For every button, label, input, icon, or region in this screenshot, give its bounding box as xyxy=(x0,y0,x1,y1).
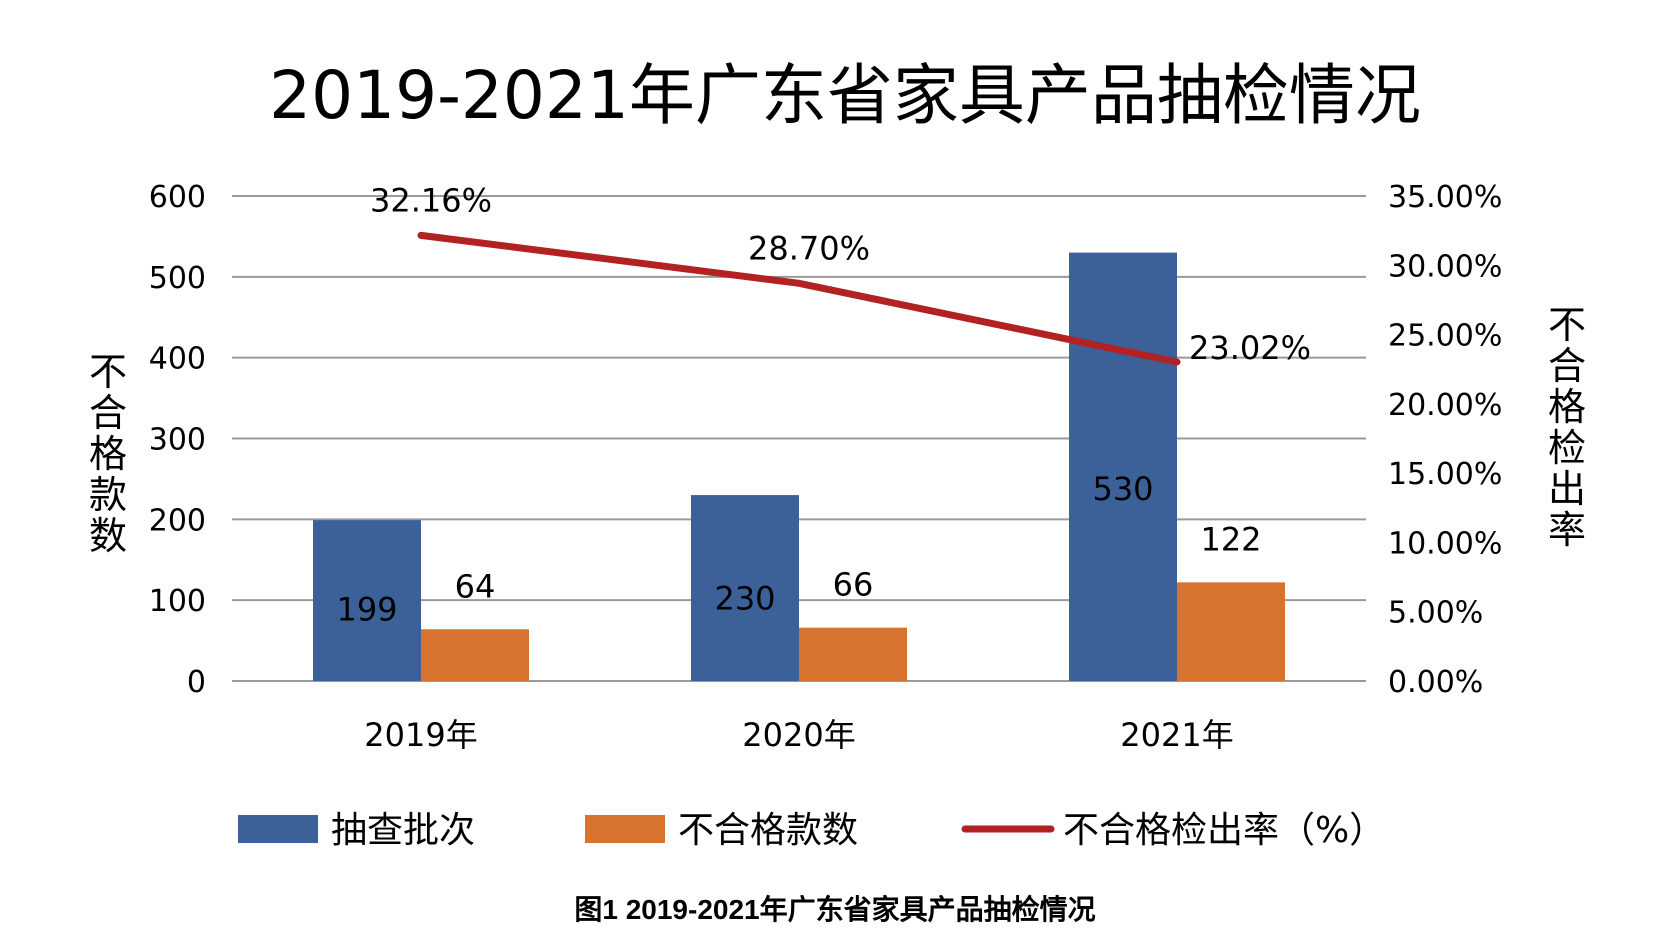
rate-data-label: 28.70% xyxy=(748,229,870,267)
legend-label: 不合格检出率（%） xyxy=(1063,810,1385,851)
rate-point xyxy=(797,281,801,286)
right-tick-label: 0.00% xyxy=(1388,665,1483,700)
rate-data-label: 32.16% xyxy=(370,181,492,219)
bar-data-label: 66 xyxy=(833,566,874,604)
bar-data-label: 230 xyxy=(714,579,775,617)
category-label: 2019年 xyxy=(364,716,477,754)
left-tick-label: 500 xyxy=(149,261,206,296)
rate-point xyxy=(1175,360,1179,365)
legend-label: 不合格款数 xyxy=(678,810,858,851)
legend: 抽查批次 不合格款数 不合格检出率（%） xyxy=(238,810,1385,851)
category-label: 2021年 xyxy=(1120,716,1233,754)
left-axis-ticks: 0 100 200 300 400 500 600 xyxy=(149,180,206,700)
bar-data-label: 530 xyxy=(1092,470,1153,508)
left-tick-label: 100 xyxy=(149,584,206,619)
y-axis-title-right: 不合格检出率 xyxy=(1548,303,1586,552)
legend-label: 抽查批次 xyxy=(331,810,475,851)
left-tick-label: 300 xyxy=(149,423,206,458)
right-tick-label: 30.00% xyxy=(1388,249,1502,284)
figure-caption: 图1 2019-2021年广东省家具产品抽检情况 xyxy=(574,894,1096,925)
y-axis-label-left: 不合格款数 xyxy=(89,350,127,558)
rate-line: 32.16% 28.70% 23.02% xyxy=(370,181,1311,367)
bar-data-label: 199 xyxy=(336,591,397,629)
left-tick-label: 400 xyxy=(149,342,206,377)
bar xyxy=(799,627,907,681)
y-axis-title-left: 不合格款数 xyxy=(89,350,127,558)
left-tick-label: 0 xyxy=(187,665,206,700)
right-tick-label: 35.00% xyxy=(1388,180,1502,215)
bar-data-label: 122 xyxy=(1200,520,1261,558)
legend-swatch xyxy=(238,815,318,843)
left-tick-label: 600 xyxy=(149,180,206,215)
chart-title: 2019-2021年广东省家具产品抽检情况 xyxy=(269,57,1421,134)
rate-data-label: 23.02% xyxy=(1189,329,1311,367)
category-labels: 2019年 2020年 2021年 xyxy=(364,716,1233,754)
bar xyxy=(691,495,799,681)
rate-point xyxy=(419,233,423,238)
right-tick-label: 5.00% xyxy=(1388,596,1483,631)
bar-data-label: 64 xyxy=(455,567,496,605)
right-tick-label: 25.00% xyxy=(1388,319,1502,354)
bar xyxy=(1177,582,1285,681)
left-tick-label: 200 xyxy=(149,503,206,538)
right-tick-label: 20.00% xyxy=(1388,388,1502,423)
right-tick-label: 15.00% xyxy=(1388,457,1502,492)
category-label: 2020年 xyxy=(742,716,855,754)
bar xyxy=(1069,252,1177,682)
right-axis-ticks: 0.00% 5.00% 10.00% 15.00% 20.00% 25.00% 30.00%… xyxy=(1388,180,1502,700)
bar xyxy=(421,629,529,681)
y-axis-label-right: 不合格检出率 xyxy=(1548,303,1586,552)
legend-swatch xyxy=(585,815,665,843)
bar xyxy=(313,520,421,681)
right-tick-label: 10.00% xyxy=(1388,526,1502,561)
bars: 199 64 230 66 530 122 xyxy=(313,252,1285,682)
